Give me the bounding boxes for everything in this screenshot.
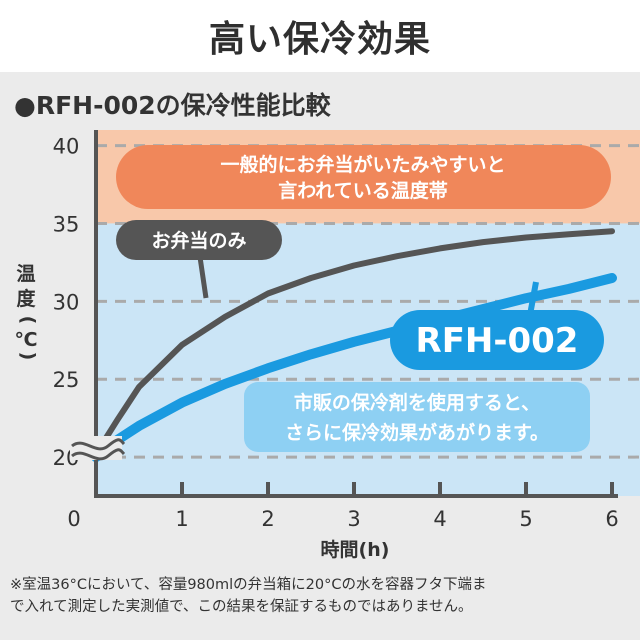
bento-series-label: お弁当のみ bbox=[151, 229, 246, 252]
rfh-series-label-bg bbox=[390, 310, 604, 370]
rfh-note-line1: 市販の保冷剤を使用すると、 bbox=[294, 391, 540, 414]
series-line-bento-only bbox=[93, 228, 615, 457]
footnote: ※室温36°Cにおいて、容量980mlの弁当箱に20°Cの水を容器フタ下端ま で… bbox=[10, 574, 630, 618]
x-tick-label-6: 6 bbox=[605, 507, 618, 531]
x-tick-label-2: 2 bbox=[261, 507, 274, 531]
y-tick-label-35: 35 bbox=[53, 212, 80, 236]
y-axis-label-char-5: ) bbox=[17, 352, 39, 361]
page-title: 高い保冷効果 bbox=[208, 19, 431, 60]
axes bbox=[94, 130, 618, 498]
warning-band-label-bg bbox=[116, 145, 611, 209]
warning-band-label-line1: 一般的にお弁当がいたみやすいと bbox=[220, 153, 505, 176]
x-tick-label-4: 4 bbox=[433, 507, 446, 531]
x-tick-label-3: 3 bbox=[347, 507, 360, 531]
x-tick-label-1: 1 bbox=[175, 507, 188, 531]
x-axis-label: 時間(h) bbox=[321, 539, 390, 561]
x-tick-label-5: 5 bbox=[519, 507, 532, 531]
y-axis-label-char-2: 度 bbox=[16, 287, 36, 310]
axis-break-mark bbox=[70, 436, 126, 461]
bento-series-label-bg bbox=[116, 220, 282, 260]
y-axis-label-char-4: ℃ bbox=[14, 329, 37, 351]
y-tick-label-25: 25 bbox=[53, 368, 80, 392]
chart-subtitle: ●RFH-002の保冷性能比較 bbox=[14, 91, 331, 120]
warning-band-label-line2: 言われている温度帯 bbox=[278, 179, 447, 202]
y-axis-label-char-3: ( bbox=[17, 316, 39, 325]
series-line-rfh-002 bbox=[91, 273, 617, 463]
y-axis-label-char-1: 温 bbox=[16, 263, 35, 285]
rfh-note-bg bbox=[244, 382, 590, 452]
bento-callout-pointer bbox=[197, 256, 209, 299]
rfh-note-line2: さらに保冷効果があがります。 bbox=[285, 421, 549, 444]
rfh-series-label: RFH-002 bbox=[416, 321, 579, 361]
footnote-line-2: で入れて測定した実測値で、この結果を保証するものではありません。 bbox=[10, 599, 473, 615]
x-tick-labels: 0 1 2 3 4 5 6 bbox=[67, 507, 618, 531]
rfh-callout-pointer bbox=[527, 281, 539, 316]
y-tick-label-30: 30 bbox=[53, 290, 80, 314]
y-tick-label-40: 40 bbox=[53, 135, 80, 159]
footnote-line-1: ※室温36°Cにおいて、容量980mlの弁当箱に20°Cの水を容器フタ下端ま bbox=[10, 577, 487, 593]
x-tick-label-0: 0 bbox=[67, 507, 80, 531]
